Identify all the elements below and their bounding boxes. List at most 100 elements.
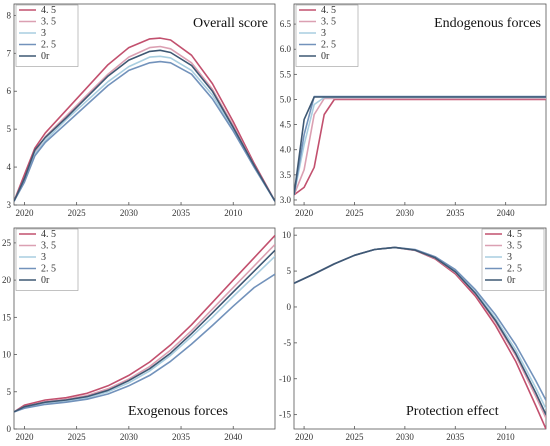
series-line-5 bbox=[14, 49, 275, 202]
y-tick-label: 5.0 bbox=[280, 94, 292, 104]
legend-label: 4. 5 bbox=[321, 5, 336, 16]
chart-panel-2: 3.0 3.5 4.0 4.5 5.0 5.5 6.0 6.5 2020 2025 2030 2035… bbox=[280, 3, 547, 218]
y-tick-label: 3.5 bbox=[280, 170, 292, 180]
y-tick-label: 20 bbox=[2, 275, 12, 285]
y-tick-label: 4.5 bbox=[280, 120, 292, 130]
legend-label: 4. 5 bbox=[507, 229, 522, 240]
y-tick-label: 15 bbox=[2, 312, 12, 322]
legend-label: 3. 5 bbox=[41, 17, 56, 28]
legend-label: 3. 5 bbox=[507, 241, 522, 252]
y-tick-label: 3.0 bbox=[280, 195, 292, 205]
y-tick-label: -15 bbox=[279, 410, 291, 420]
x-tick-label: 2035 bbox=[172, 208, 191, 218]
y-tick-label: 0 bbox=[287, 302, 292, 312]
legend-label: 2. 5 bbox=[41, 40, 56, 51]
legend-label: 0r bbox=[507, 275, 516, 286]
y-tick-label: 4.0 bbox=[280, 145, 292, 155]
x-tick-label: 2035 bbox=[172, 432, 191, 442]
legend-label: 2. 5 bbox=[507, 264, 522, 275]
series-line-4 bbox=[294, 95, 546, 196]
plot-frame bbox=[293, 3, 547, 206]
legend-label: 4. 5 bbox=[41, 229, 56, 240]
y-tick-label: 3 bbox=[7, 200, 12, 210]
plot-frame bbox=[293, 227, 547, 430]
legend: 4. 53. 532. 50r bbox=[481, 228, 545, 291]
y-tick-label: 0 bbox=[7, 424, 12, 434]
y-tick-label: 25 bbox=[2, 238, 12, 248]
x-tick-label: 2030 bbox=[396, 432, 415, 442]
x-tick-label: 2020 bbox=[15, 432, 34, 442]
y-tick-label: 5 bbox=[287, 266, 292, 276]
series-line-3 bbox=[14, 55, 275, 202]
series-line-3 bbox=[294, 96, 546, 196]
legend: 4. 53. 532. 50r bbox=[15, 4, 79, 67]
series-group bbox=[294, 246, 546, 429]
plot-frame bbox=[13, 227, 276, 430]
plot-frame bbox=[13, 3, 276, 206]
chart-title: Endogenous forces bbox=[434, 16, 541, 31]
x-tick-label: 2025 bbox=[345, 208, 364, 218]
y-tick-label: 7 bbox=[7, 48, 12, 58]
chart-title: Overall score bbox=[193, 16, 268, 31]
legend: 4. 53. 532. 50r bbox=[15, 228, 79, 291]
legend-label: 2. 5 bbox=[41, 264, 56, 275]
x-tick-label: 2040 bbox=[224, 432, 243, 442]
x-tick-label: 2020 bbox=[295, 208, 314, 218]
x-tick-label: 2025 bbox=[68, 208, 87, 218]
y-tick-label: 8 bbox=[7, 10, 12, 20]
x-tick-label: 2035 bbox=[446, 208, 465, 218]
y-tick-label: 10 bbox=[282, 230, 292, 240]
series-group bbox=[14, 37, 275, 202]
legend-label: 3. 5 bbox=[41, 241, 56, 252]
series-line-1 bbox=[294, 98, 546, 196]
series-line-1 bbox=[14, 37, 275, 202]
x-tick-label: 2025 bbox=[68, 432, 87, 442]
x-tick-label: 2030 bbox=[120, 432, 139, 442]
x-tick-label: 2035 bbox=[446, 432, 465, 442]
y-tick-label: 6.0 bbox=[280, 44, 292, 54]
series-line-5 bbox=[294, 246, 546, 415]
chart-panel-4: -15 -10 -5 0 5 10 2020 2025 2030 2035 2010 4. 53. 5… bbox=[279, 227, 547, 442]
legend-label: 0r bbox=[41, 275, 50, 286]
series-group bbox=[14, 234, 275, 413]
y-tick-label: 6 bbox=[7, 86, 12, 96]
x-tick-label: 2020 bbox=[15, 208, 34, 218]
chart-title: Exogenous forces bbox=[128, 404, 228, 419]
x-tick-label: 2025 bbox=[345, 432, 364, 442]
series-group bbox=[294, 95, 546, 196]
series-line-4 bbox=[14, 273, 275, 413]
x-tick-label: 2030 bbox=[396, 208, 415, 218]
legend-label: 0r bbox=[321, 51, 330, 62]
series-line-1 bbox=[14, 234, 275, 413]
series-line-2 bbox=[294, 97, 546, 196]
x-tick-label: 2030 bbox=[120, 208, 139, 218]
chart-title: Protection effect bbox=[406, 404, 499, 419]
y-tick-label: 6.5 bbox=[280, 19, 292, 29]
legend: 4. 53. 532. 50r bbox=[295, 4, 359, 67]
x-tick-label: 2010 bbox=[497, 432, 516, 442]
series-line-5 bbox=[294, 96, 546, 196]
x-tick-label: 2010 bbox=[224, 208, 243, 218]
legend-label: 3 bbox=[41, 28, 46, 39]
x-tick-label: 2020 bbox=[295, 432, 314, 442]
y-tick-label: 5 bbox=[7, 387, 12, 397]
series-line-4 bbox=[14, 60, 275, 202]
legend-label: 3 bbox=[507, 252, 512, 263]
y-tick-label: 5 bbox=[7, 124, 12, 134]
legend-label: 3 bbox=[321, 28, 326, 39]
y-tick-label: -10 bbox=[279, 374, 291, 384]
legend-label: 2. 5 bbox=[321, 40, 336, 51]
series-line-5 bbox=[14, 249, 275, 413]
y-tick-label: -5 bbox=[284, 338, 292, 348]
legend-label: 0r bbox=[41, 51, 50, 62]
y-tick-label: 4 bbox=[7, 162, 12, 172]
legend-label: 3. 5 bbox=[321, 17, 336, 28]
legend-label: 3 bbox=[41, 252, 46, 263]
x-tick-label: 2040 bbox=[497, 208, 516, 218]
legend-label: 4. 5 bbox=[41, 5, 56, 16]
y-tick-label: 10 bbox=[2, 350, 12, 360]
y-tick-label: 5.5 bbox=[280, 69, 292, 79]
